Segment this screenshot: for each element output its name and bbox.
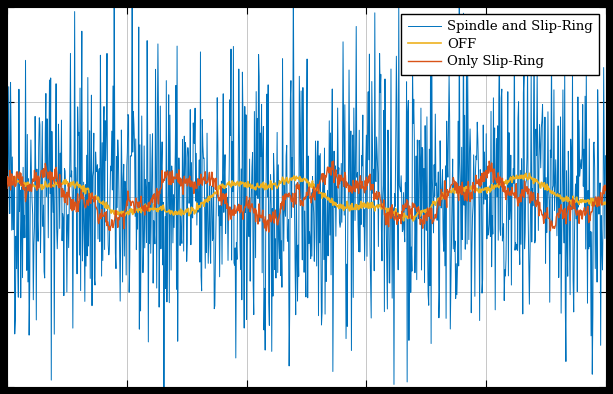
Only Slip-Ring [602, 188, 609, 193]
OFF [526, 171, 533, 176]
Line: OFF: OFF [7, 173, 606, 221]
Line: Only Slip-Ring: Only Slip-Ring [7, 161, 606, 232]
Spindle and Slip-Ring [482, 197, 489, 202]
Spindle and Slip-Ring [416, 138, 423, 143]
OFF [602, 201, 609, 206]
Only Slip-Ring [471, 190, 479, 195]
OFF [245, 184, 253, 188]
OFF [409, 219, 417, 223]
Only Slip-Ring [416, 210, 423, 215]
Only Slip-Ring [330, 159, 337, 164]
Spindle and Slip-Ring [3, 159, 10, 164]
Only Slip-Ring [482, 169, 489, 174]
OFF [481, 187, 489, 192]
Only Slip-Ring [265, 230, 272, 234]
OFF [64, 184, 72, 189]
Legend: Spindle and Slip-Ring, OFF, Only Slip-Ring: Spindle and Slip-Ring, OFF, Only Slip-Ri… [401, 13, 600, 75]
OFF [471, 188, 478, 193]
Only Slip-Ring [267, 219, 275, 224]
OFF [415, 211, 422, 216]
OFF [267, 178, 274, 183]
Spindle and Slip-Ring [602, 153, 609, 158]
Only Slip-Ring [64, 190, 72, 194]
Only Slip-Ring [245, 200, 253, 204]
Only Slip-Ring [3, 186, 10, 191]
Spindle and Slip-Ring [471, 294, 479, 299]
Line: Spindle and Slip-Ring: Spindle and Slip-Ring [7, 0, 606, 394]
Spindle and Slip-Ring [64, 212, 72, 217]
Spindle and Slip-Ring [246, 279, 254, 284]
Spindle and Slip-Ring [268, 349, 275, 354]
OFF [3, 177, 10, 181]
